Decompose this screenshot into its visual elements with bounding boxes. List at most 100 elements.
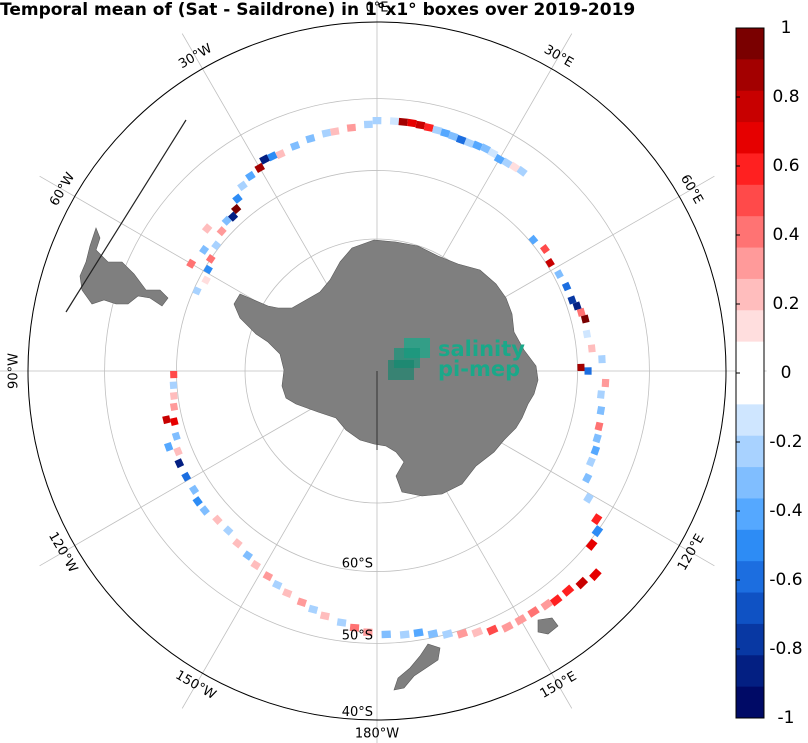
meridian-label: 90°W xyxy=(7,353,22,389)
data-cell xyxy=(170,417,179,426)
data-cell xyxy=(203,264,213,275)
data-cell xyxy=(201,223,213,234)
data-cell xyxy=(509,161,521,173)
data-cell xyxy=(199,505,210,516)
logo-mark xyxy=(388,338,430,380)
data-cell xyxy=(493,153,505,165)
colorbar-swatch xyxy=(736,216,764,249)
south-america xyxy=(79,227,169,307)
data-cell xyxy=(527,606,540,618)
colorbar-tick-label: 0.2 xyxy=(772,294,799,314)
data-cell xyxy=(237,180,248,192)
data-cell xyxy=(186,258,197,269)
parallel-label: 50°S xyxy=(342,628,373,643)
meridian-210 xyxy=(181,427,345,709)
land-masses xyxy=(79,227,559,691)
data-cell xyxy=(275,149,286,160)
data-cell xyxy=(189,484,200,495)
colorbar-tick-label: -0.4 xyxy=(769,501,802,521)
data-cell xyxy=(407,118,417,128)
colorbar-swatches xyxy=(736,28,764,719)
data-cell xyxy=(472,140,483,151)
colorbar-swatch xyxy=(736,655,764,688)
data-cell xyxy=(591,525,604,538)
data-cell xyxy=(169,381,178,390)
colorbar-swatch xyxy=(736,686,764,719)
data-cell xyxy=(594,421,604,432)
colorbar-swatch xyxy=(736,623,764,656)
data-cell xyxy=(597,390,605,399)
colorbar-swatch xyxy=(736,529,764,562)
data-cell xyxy=(463,137,475,148)
colorbar-swatch xyxy=(736,561,764,594)
data-cell xyxy=(442,629,454,639)
data-cell xyxy=(540,244,550,254)
data-cell xyxy=(572,301,582,311)
data-cells xyxy=(162,117,610,639)
colorbar-swatch xyxy=(736,498,764,531)
data-cell xyxy=(205,254,216,264)
data-cell xyxy=(415,120,426,130)
meridian-label: 0°E xyxy=(366,1,389,16)
data-cell xyxy=(170,371,178,379)
data-cell xyxy=(232,538,243,549)
data-cell xyxy=(216,226,227,237)
data-cell xyxy=(501,157,513,169)
data-cell xyxy=(221,215,232,226)
colorbar-swatch xyxy=(736,435,764,468)
colorbar-tick-label: 0.4 xyxy=(772,225,799,245)
data-cell xyxy=(399,630,410,639)
map-frame xyxy=(27,21,727,721)
data-cell xyxy=(212,514,223,525)
antarctica xyxy=(233,239,539,497)
data-cell xyxy=(516,165,528,177)
data-cell xyxy=(254,162,265,173)
colorbar: 1 0.8 0.6 0.4 0.2 0 -0.2 -0.4 -0.6 -0.8 -1 xyxy=(735,18,803,728)
south-america-coastline xyxy=(65,119,187,313)
data-cell xyxy=(561,584,575,597)
meridian-label: 30°W xyxy=(176,41,215,72)
colorbar-swatch xyxy=(736,341,764,374)
data-cell xyxy=(346,123,356,132)
meridian-label: 120°E xyxy=(675,532,708,574)
data-cell xyxy=(561,281,572,292)
data-cell xyxy=(583,492,594,504)
data-cell xyxy=(427,629,439,639)
data-cell xyxy=(232,193,243,204)
meridian-label: 60°W xyxy=(47,170,78,209)
data-cell xyxy=(580,314,590,324)
data-cell xyxy=(363,120,373,129)
data-cell xyxy=(319,611,330,621)
data-cell xyxy=(199,244,210,255)
colorbar-swatch xyxy=(736,404,764,437)
data-cell xyxy=(455,134,467,145)
data-cell xyxy=(528,234,539,245)
data-cell xyxy=(349,623,360,632)
data-cell xyxy=(501,621,514,633)
colorbar-labels: 1 0.8 0.6 0.4 0.2 0 -0.2 -0.4 -0.6 -0.8 -1 xyxy=(736,18,803,728)
data-cell xyxy=(289,141,301,151)
colorbar-swatch xyxy=(736,59,764,92)
colorbar-tick-label: 1 xyxy=(781,18,792,38)
data-cell xyxy=(173,446,183,457)
colorbar-tick-label: -1 xyxy=(778,708,795,728)
data-cell xyxy=(480,143,491,154)
data-cell xyxy=(192,496,203,507)
colorbar-swatch xyxy=(736,153,764,186)
data-cell xyxy=(575,576,589,590)
data-cell xyxy=(231,203,242,215)
meridian-label: 150°E xyxy=(538,669,580,702)
data-cell xyxy=(432,125,443,135)
data-cell xyxy=(169,402,179,411)
colorbar-swatch xyxy=(736,373,764,405)
data-cell xyxy=(423,123,434,132)
parallel-label: 60°S xyxy=(342,557,373,572)
data-cell xyxy=(487,147,499,159)
data-cell xyxy=(308,604,319,614)
data-cell xyxy=(587,344,596,353)
data-cell xyxy=(601,378,610,388)
data-cell xyxy=(567,295,577,305)
data-cell xyxy=(592,433,602,444)
data-cell xyxy=(540,598,554,611)
